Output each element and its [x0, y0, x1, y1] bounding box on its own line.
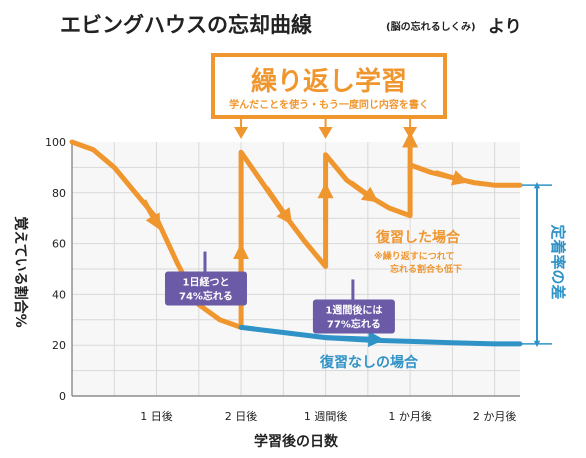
x-tick-label: 2 日後 [225, 409, 258, 423]
decay-arrow [264, 186, 293, 225]
callout-text: 1日経つと [182, 276, 229, 289]
x-tick-labels: 1 日後 2 日後 1 週間後 1 か月後 2 か月後 [140, 409, 516, 423]
chart-title-note: (脳の忘れるしくみ) [386, 20, 476, 33]
x-tick-label: 2 か月後 [473, 409, 517, 423]
review-box [211, 53, 447, 119]
callout-text: 74%忘れる [179, 290, 233, 303]
not-reviewed-label: 復習なしの場合 [319, 354, 419, 371]
review-point-marker [234, 127, 249, 139]
x-tick-label: 1 か月後 [388, 409, 432, 423]
reviewed-note-line-2: 忘れる割合も低下 [390, 263, 462, 275]
callout-box [164, 271, 247, 306]
retention-diff-label: 定着率の差 [549, 224, 567, 299]
decay-arrow [349, 180, 379, 203]
review-box-subtitle: 学んだことを使う・もう一度同じ内容を書く [229, 98, 429, 111]
review-point-marker [318, 127, 333, 139]
decay-arrow [434, 170, 469, 186]
review-box-title: 繰り返し学習 [251, 66, 407, 97]
y-tick-label: 40 [52, 288, 66, 301]
y-tick-label: 60 [52, 238, 66, 251]
y-tick-labels: 0 20 40 60 80 100 [45, 136, 66, 403]
reviewed-label: 復習した場合 [375, 229, 461, 246]
x-axis-label: 学習後の日数 [254, 433, 339, 450]
x-tick-label: 1 週間後 [304, 409, 348, 423]
decay-arrow [141, 199, 161, 231]
callout-text: 77%忘れる [327, 317, 381, 330]
y-axis-label: 覚えている割合% [12, 216, 29, 327]
y-tick-label: 0 [59, 390, 66, 403]
y-tick-label: 100 [45, 136, 66, 149]
decay-arrow-blue [325, 331, 385, 348]
y-tick-label: 80 [52, 187, 66, 200]
callout-text: 1週間後には [325, 303, 382, 316]
review-point-marker [403, 127, 418, 139]
chart-title: エビングハウスの忘却曲線 [60, 13, 312, 37]
chart-title-suffix: より [488, 17, 522, 37]
callout-box [312, 299, 395, 334]
x-tick-label: 1 日後 [140, 409, 173, 423]
y-tick-label: 20 [52, 339, 66, 352]
not-reviewed-series-line [238, 324, 523, 347]
reviewed-note-line-1: ※繰り返すにつれて [374, 250, 454, 262]
